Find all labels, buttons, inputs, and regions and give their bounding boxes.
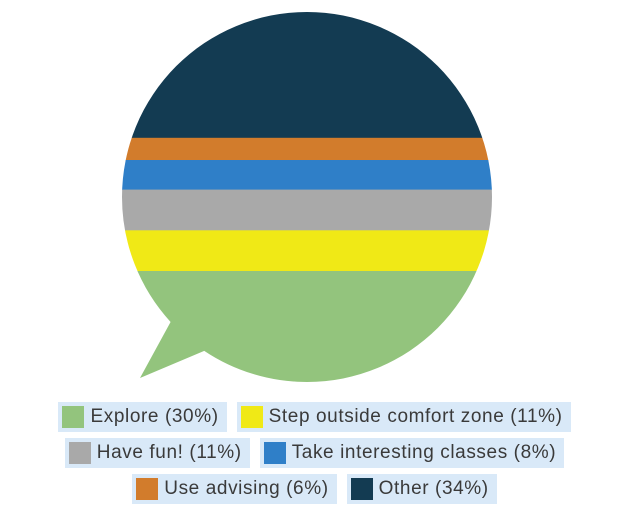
legend: Explore (30%) Step outside comfort zone …: [0, 401, 629, 509]
legend-swatch-explore: [62, 406, 85, 428]
legend-item-step-outside: Step outside comfort zone (11%): [236, 402, 571, 432]
band-take-interesting-classes: [122, 160, 492, 191]
legend-label-use-advising: Use advising (6%): [164, 478, 329, 499]
legend-item-explore: Explore (30%): [58, 402, 227, 432]
legend-label-other: Other (34%): [378, 478, 489, 499]
legend-label-interesting-classes: Take interesting classes (8%): [291, 442, 557, 463]
band-other: [122, 12, 492, 139]
band-explore: [122, 271, 492, 382]
legend-label-explore: Explore (30%): [90, 406, 219, 427]
legend-item-have-fun: Have fun! (11%): [64, 438, 250, 468]
legend-swatch-interesting-classes: [263, 442, 286, 464]
legend-swatch-step-outside: [240, 406, 263, 428]
legend-label-step-outside: Step outside comfort zone (11%): [268, 406, 563, 427]
legend-label-have-fun: Have fun! (11%): [96, 442, 242, 463]
legend-row-1: Explore (30%) Step outside comfort zone …: [0, 401, 629, 433]
legend-swatch-other: [350, 478, 373, 500]
band-step-outside-comfort-zone: [122, 230, 492, 272]
legend-row-2: Have fun! (11%) Take interesting classes…: [0, 437, 629, 469]
band-use-advising: [122, 137, 492, 161]
legend-row-3: Use advising (6%) Other (34%): [0, 473, 629, 505]
legend-swatch-have-fun: [68, 442, 91, 464]
speech-bubble-chart: [122, 12, 492, 382]
bubble-bands: [122, 12, 492, 382]
legend-item-other: Other (34%): [346, 474, 497, 504]
legend-item-interesting-classes: Take interesting classes (8%): [259, 438, 565, 468]
band-have-fun: [122, 189, 492, 231]
legend-item-use-advising: Use advising (6%): [132, 474, 337, 504]
legend-swatch-use-advising: [136, 478, 159, 500]
